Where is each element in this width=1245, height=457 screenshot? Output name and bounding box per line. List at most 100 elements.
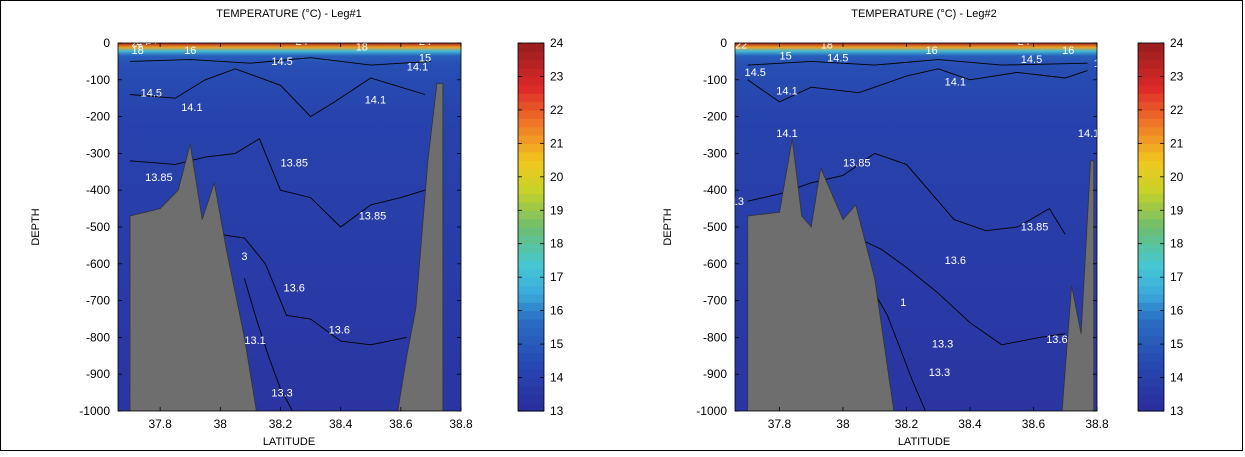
contour-label: 15 [780, 51, 792, 63]
y-tick-label: -800 [86, 330, 110, 344]
colorbar-tick-label: 13 [550, 404, 564, 418]
contour-label: 24 [136, 36, 148, 48]
contour-label: 13.6 [945, 255, 966, 267]
colorbar-step [518, 310, 544, 320]
colorbar-step [1138, 210, 1164, 220]
x-tick-label: 38.8 [1085, 417, 1109, 431]
contour-label: 13.85 [1021, 222, 1049, 234]
colorbar-step [1138, 394, 1164, 404]
colorbar-step [1138, 143, 1164, 153]
colorbar-step [1138, 252, 1164, 262]
colorbar-step [1138, 93, 1164, 103]
chart-title-leg1: TEMPERATURE (°C) - Leg#1 [216, 8, 361, 20]
colorbar-step [518, 201, 544, 211]
colorbar-step [1138, 285, 1164, 295]
colorbar-step [1138, 201, 1164, 211]
isoline-13-85 [129, 138, 426, 228]
y-tick-label: -1000 [696, 404, 727, 418]
plot-area: 22 18 15 14.5 16 24 16 14.5 14.5 14.5 14.1 14.1 14.1… [735, 43, 1115, 411]
colorbar-step [518, 243, 544, 253]
contour-label: 15 [419, 52, 431, 64]
chart-title-leg2: TEMPERATURE (°C) - Leg#2 [851, 8, 996, 20]
colorbar-step [518, 327, 544, 337]
colorbar-step [1138, 385, 1164, 395]
contour-label: 13.85 [843, 157, 871, 169]
colorbar-step [518, 126, 544, 136]
y-tick-label: -900 [86, 367, 110, 381]
contour-label: 14.5 [827, 52, 848, 64]
colorbar-step [1138, 369, 1164, 379]
y-tick-label: -800 [703, 330, 727, 344]
colorbar-step [1138, 235, 1164, 245]
colorbar-tick-label: 24 [1170, 36, 1184, 50]
isoline-13-6 [220, 233, 407, 346]
colorbar-tick-label: 18 [550, 237, 564, 251]
y-tick-label: -1000 [79, 404, 110, 418]
colorbar-tick-label: 17 [550, 270, 564, 284]
colorbar-step [1138, 268, 1164, 278]
temperature-section-leg1: TEMPERATURE (°C) - Leg#1 LATITUDE DEPTH … [30, 8, 564, 448]
contour-label: 14.1 [407, 62, 428, 74]
colorbar-step [518, 118, 544, 128]
colorbar-step [518, 51, 544, 61]
contour-label: 13.6 [284, 282, 305, 294]
seafloor-right [397, 83, 444, 411]
contour-label: 13.3 [271, 387, 292, 399]
contour-label: 22 [132, 38, 144, 50]
y-tick-label: -100 [86, 73, 110, 87]
contour-label: 18 [356, 41, 368, 53]
colorbar-step [518, 235, 544, 245]
colorbar-step [1138, 260, 1164, 270]
colorbar-step [1138, 402, 1164, 412]
colorbar-tick-label: 18 [1170, 237, 1184, 251]
contour-label: 13.3 [929, 367, 950, 379]
colorbar-step [518, 402, 544, 412]
colorbar-frame [1137, 42, 1165, 412]
colorbar-step [1138, 335, 1164, 345]
colorbar-tick-label: 20 [550, 170, 564, 184]
colorbar-step [1138, 51, 1164, 61]
contour-label: 18 [132, 45, 144, 57]
seafloor-left [747, 138, 895, 411]
contour-label: 14.1 [776, 128, 797, 140]
x-axis-label-leg2: LATITUDE [898, 436, 950, 448]
x-tick-label: 38.2 [895, 417, 919, 431]
colorbar-tick-label: 19 [550, 203, 564, 217]
colorbar-step [518, 43, 544, 52]
temperature-section-leg2: TEMPERATURE (°C) - Leg#2 LATITUDE DEPTH … [662, 8, 1184, 448]
x-tick-label: 38 [214, 417, 228, 431]
contour-label: 14.5 [1094, 58, 1115, 70]
y-axis-label-leg1: DEPTH [30, 208, 42, 245]
isoline-14-1 [129, 68, 426, 118]
colorbar-step [1138, 109, 1164, 119]
colorbar-step [518, 176, 544, 186]
x-tick-label: 37.8 [768, 417, 792, 431]
contour-label: 24 [145, 35, 157, 47]
colorbar-step [1138, 160, 1164, 170]
colorbar-tick-label: 14 [550, 371, 564, 385]
colorbar-step [1138, 302, 1164, 312]
contour-label: 3 [241, 251, 247, 263]
colorbar-step [1138, 126, 1164, 136]
contour-label: 13.85 [281, 157, 309, 169]
x-tick-label: 38.6 [1022, 417, 1046, 431]
colorbar-step [518, 385, 544, 395]
x-tick-label: 38 [836, 417, 850, 431]
colorbar-step [1138, 185, 1164, 195]
colorbar-step [1138, 168, 1164, 178]
y-tick-label: 0 [720, 36, 727, 50]
x-tick-label: 38.6 [389, 417, 413, 431]
colorbar-step [1138, 59, 1164, 69]
contour-label: 14.1 [1078, 128, 1099, 140]
y-tick-label: -700 [86, 294, 110, 308]
colorbar-tick-label: 19 [1170, 203, 1184, 217]
y-axis-label-leg2: DEPTH [662, 208, 674, 245]
colorbar-step [518, 227, 544, 236]
y-tick-label: 0 [103, 36, 110, 50]
contour-label: 13.6 [1046, 334, 1067, 346]
colorbar-step [518, 84, 544, 94]
colorbar-step [1138, 118, 1164, 128]
colorbar-step [1138, 76, 1164, 86]
colorbar-step [1138, 293, 1164, 303]
